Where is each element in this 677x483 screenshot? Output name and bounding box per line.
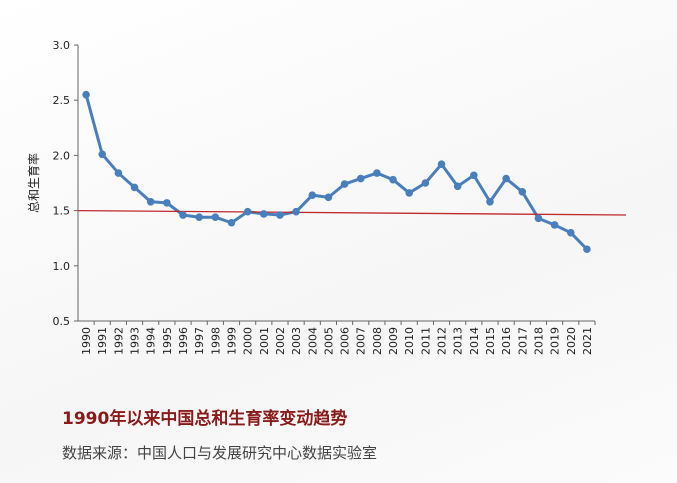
x-tick-label: 2017 <box>516 327 529 355</box>
y-tick-label: 3.0 <box>53 39 71 52</box>
y-tick-label: 1.0 <box>53 260 71 273</box>
data-point <box>243 207 252 216</box>
data-point <box>373 169 381 177</box>
x-tick-label: 1994 <box>145 327 158 355</box>
data-point <box>356 174 365 183</box>
data-point <box>518 188 527 196</box>
data-point <box>437 160 446 169</box>
y-axis-label: 总和生育率 <box>26 153 41 213</box>
x-tick-label: 1997 <box>193 327 206 355</box>
x-tick-label: 2015 <box>484 327 497 355</box>
x-tick-label: 2013 <box>452 327 465 355</box>
x-tick-label: 2011 <box>419 327 432 355</box>
data-point <box>308 191 317 199</box>
y-tick-label: 0.5 <box>53 315 71 328</box>
data-point <box>583 245 591 254</box>
data-point <box>179 211 187 219</box>
x-tick-label: 2001 <box>258 327 271 355</box>
x-tick-label: 2021 <box>581 327 594 355</box>
y-tick-label: 2.5 <box>53 94 71 107</box>
data-point <box>453 182 462 191</box>
data-point <box>292 207 300 216</box>
x-tick-label: 2003 <box>290 327 303 355</box>
x-tick-label: 1991 <box>96 327 109 355</box>
x-tick-label: 2020 <box>565 327 578 355</box>
data-point <box>227 218 236 227</box>
data-point <box>340 180 349 188</box>
x-tick-label: 2005 <box>322 327 335 355</box>
chart-title: 1990年以来中国总和生育率变动趋势 <box>62 408 347 429</box>
data-point <box>82 90 90 99</box>
x-tick-label: 2016 <box>500 327 513 355</box>
x-tick-label: 2000 <box>242 327 255 355</box>
data-point <box>259 210 268 218</box>
data-point <box>470 171 478 180</box>
x-tick-label: 1998 <box>209 327 222 355</box>
x-tick-label: 2008 <box>371 327 384 355</box>
data-point <box>566 228 575 237</box>
data-point <box>163 199 171 207</box>
data-point <box>486 197 494 206</box>
data-line <box>84 94 588 251</box>
x-tick-label: 2009 <box>387 327 400 355</box>
y-tick-label: 1.5 <box>53 205 71 218</box>
data-point <box>389 175 397 184</box>
x-tick-label: 2012 <box>436 327 449 355</box>
x-tick-label: 2010 <box>403 327 416 355</box>
data-point <box>534 214 543 223</box>
x-tick-label: 2002 <box>274 327 287 355</box>
data-point <box>502 174 510 183</box>
x-tick-label: 2018 <box>532 327 545 355</box>
x-tick-label: 1993 <box>129 327 142 355</box>
data-point <box>324 193 333 202</box>
data-point <box>550 221 559 229</box>
x-tick-label: 2006 <box>339 327 352 355</box>
x-tick-label: 2004 <box>306 327 319 355</box>
x-tick-label: 2007 <box>355 327 368 355</box>
data-point <box>211 213 220 222</box>
source: 数据来源：中国人口与发展研究中心数据实验室 <box>62 444 377 462</box>
data-point <box>114 169 123 177</box>
data-point <box>98 150 107 159</box>
y-tick-label: 2.0 <box>53 149 71 162</box>
x-tick-label: 1999 <box>225 327 238 355</box>
x-tick-label: 1990 <box>80 327 93 355</box>
data-point <box>405 189 414 197</box>
x-tick-label: 1995 <box>161 327 174 355</box>
x-tick-label: 1996 <box>177 327 190 355</box>
data-point <box>421 179 430 187</box>
data-point <box>130 183 139 192</box>
x-tick-label: 2019 <box>549 327 562 355</box>
data-point <box>146 197 155 206</box>
x-tick-label: 2014 <box>468 327 481 355</box>
reference-line <box>77 209 627 216</box>
data-point <box>195 213 203 222</box>
x-tick-label: 1992 <box>112 327 125 355</box>
data-point <box>276 211 284 219</box>
